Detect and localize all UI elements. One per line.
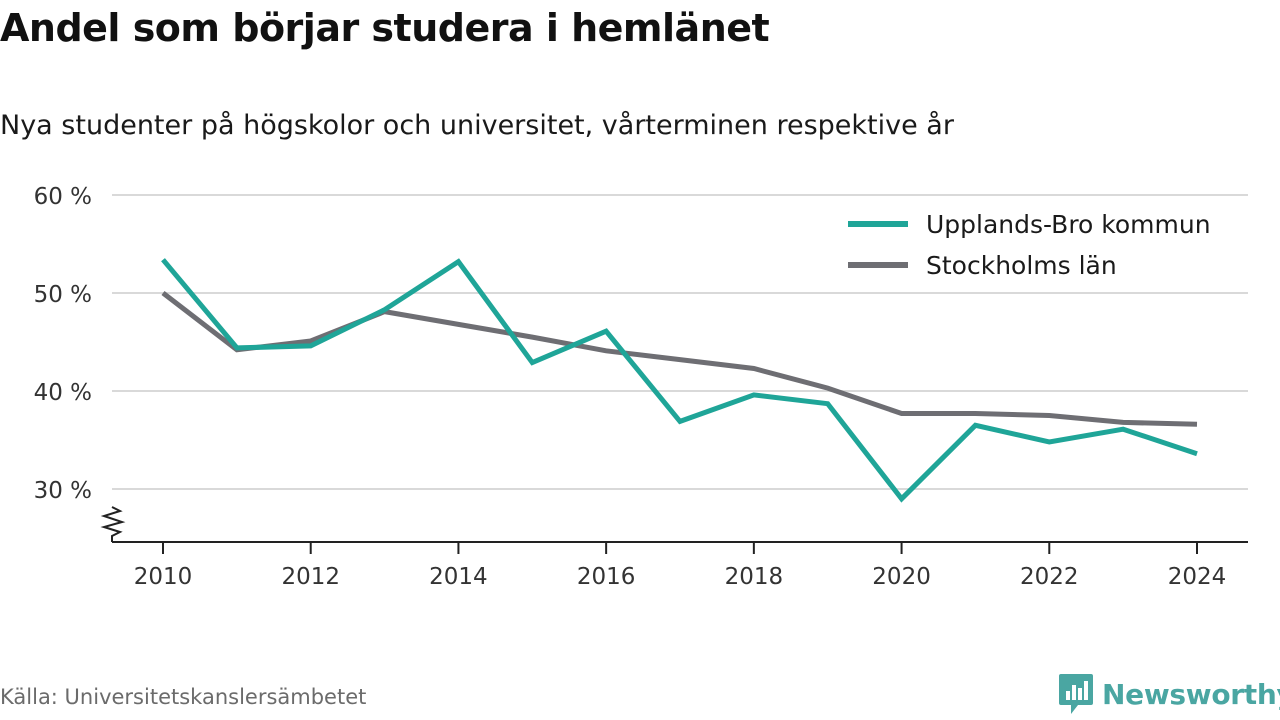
y-tick-label: 40 %: [34, 380, 92, 406]
x-tick-label: 2018: [725, 564, 784, 590]
chart-title: Andel som börjar studera i hemlänet: [0, 6, 770, 50]
axis-break-mark: [100, 506, 126, 542]
series-lines: [161, 258, 1198, 503]
x-tick-label: 2016: [577, 564, 636, 590]
x-axis: 2010 2012 2014 2016 2018 2020 2022 2024: [100, 506, 1248, 590]
legend: Upplands-Bro kommun Stockholms län: [848, 210, 1211, 280]
legend-label: Stockholms län: [926, 251, 1117, 280]
x-tick-label: 2010: [134, 564, 193, 590]
x-tick-label: 2012: [281, 564, 340, 590]
x-tick-label: 2024: [1168, 564, 1227, 590]
brand-name: Newsworthy: [1102, 677, 1280, 711]
line-chart: 30 % 40 % 50 % 60 % 2010 2012 2014 2016 2018 202…: [34, 184, 1248, 590]
brand-logo: Newsworthy: [1058, 672, 1280, 716]
y-tick-label: 50 %: [34, 282, 92, 308]
gridlines: [112, 194, 1248, 490]
x-tick-label: 2022: [1020, 564, 1079, 590]
y-tick-label: 30 %: [34, 478, 92, 504]
series-line-upplands-bro: [161, 258, 1198, 503]
series-line-stockholms-lan: [161, 291, 1198, 427]
newsworthy-logo-icon: [1059, 674, 1093, 714]
x-tick-label: 2014: [429, 564, 488, 590]
source-note: Källa: Universitetskanslersämbetet: [0, 685, 367, 709]
x-tick-label: 2020: [872, 564, 931, 590]
chart-subtitle: Nya studenter på högskolor och universit…: [0, 110, 954, 141]
y-tick-labels: 30 % 40 % 50 % 60 %: [34, 184, 92, 504]
legend-label: Upplands-Bro kommun: [926, 210, 1211, 239]
y-tick-label: 60 %: [34, 184, 92, 210]
